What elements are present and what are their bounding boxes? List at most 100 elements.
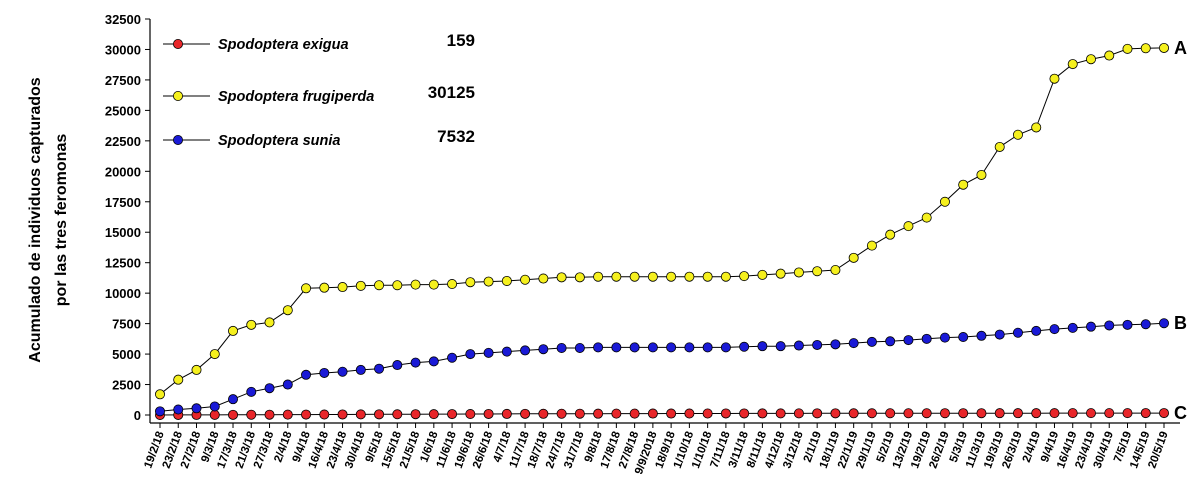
data-point <box>392 360 403 371</box>
data-point <box>538 344 549 355</box>
data-point <box>866 240 877 251</box>
data-point <box>209 401 220 412</box>
data-point <box>812 266 823 277</box>
data-point <box>903 335 914 346</box>
data-point <box>264 409 275 420</box>
data-point <box>428 356 439 367</box>
data-point <box>720 408 731 419</box>
data-point <box>1104 320 1115 331</box>
y-tick-label: 5000 <box>112 347 141 362</box>
data-point <box>301 409 312 420</box>
data-point <box>520 274 531 285</box>
data-point <box>447 409 458 420</box>
data-point <box>447 352 458 363</box>
data-point <box>903 408 914 419</box>
data-point <box>666 271 677 282</box>
y-tick-label: 10000 <box>105 286 141 301</box>
end-label: B <box>1174 313 1187 333</box>
data-point <box>775 268 786 279</box>
data-point <box>1085 408 1096 419</box>
data-point <box>1122 319 1133 330</box>
data-point <box>994 329 1005 340</box>
y-tick-label: 15000 <box>105 225 141 240</box>
data-point <box>684 271 695 282</box>
data-point <box>921 212 932 223</box>
data-point <box>1085 54 1096 65</box>
y-tick-label: 25000 <box>105 103 141 118</box>
data-point <box>702 271 713 282</box>
data-point <box>374 363 385 374</box>
data-point <box>720 271 731 282</box>
data-point <box>1012 408 1023 419</box>
data-point <box>501 346 512 357</box>
data-point <box>830 408 841 419</box>
y-tick-label: 30000 <box>105 42 141 57</box>
data-point <box>885 408 896 419</box>
data-point <box>848 338 859 349</box>
data-point <box>228 409 239 420</box>
data-point <box>246 319 257 330</box>
data-point <box>939 332 950 343</box>
legend-total: 159 <box>447 31 475 50</box>
y-tick-label: 17500 <box>105 195 141 210</box>
data-point <box>1122 408 1133 419</box>
data-point <box>209 409 220 420</box>
data-point <box>647 408 658 419</box>
data-point <box>501 408 512 419</box>
data-point <box>574 408 585 419</box>
data-point <box>483 347 494 358</box>
data-point <box>593 408 604 419</box>
legend-marker <box>172 134 183 145</box>
data-point <box>629 271 640 282</box>
y-tick-label: 20000 <box>105 164 141 179</box>
data-point <box>1067 59 1078 70</box>
data-point <box>355 409 366 420</box>
data-point <box>246 386 257 397</box>
data-point <box>757 341 768 352</box>
data-point <box>556 272 567 283</box>
data-point <box>447 279 458 290</box>
data-point <box>1159 408 1170 419</box>
data-point <box>1159 42 1170 53</box>
data-point <box>866 336 877 347</box>
data-point <box>830 339 841 350</box>
data-point <box>520 408 531 419</box>
data-point <box>337 282 348 293</box>
data-point <box>1049 324 1060 335</box>
data-point <box>812 408 823 419</box>
data-point <box>410 279 421 290</box>
data-point <box>392 409 403 420</box>
data-point <box>574 342 585 353</box>
data-point <box>1049 73 1060 84</box>
data-point <box>994 408 1005 419</box>
data-point <box>1159 318 1170 329</box>
data-point <box>483 276 494 287</box>
y-tick-label: 22500 <box>105 134 141 149</box>
data-point <box>1122 43 1133 54</box>
data-point <box>154 389 165 400</box>
data-point <box>520 345 531 356</box>
data-point <box>1067 322 1078 333</box>
data-point <box>556 342 567 353</box>
data-point <box>1031 122 1042 133</box>
data-point <box>939 196 950 207</box>
data-point <box>228 325 239 336</box>
data-point <box>739 408 750 419</box>
data-point <box>319 409 330 420</box>
data-point <box>1012 327 1023 338</box>
data-point <box>702 408 713 419</box>
data-point <box>173 374 184 385</box>
data-point <box>1012 129 1023 140</box>
data-point <box>1140 43 1151 54</box>
data-point <box>574 272 585 283</box>
data-point <box>666 408 677 419</box>
data-point <box>1049 408 1060 419</box>
data-point <box>282 379 293 390</box>
data-point <box>483 408 494 419</box>
data-point <box>264 383 275 394</box>
data-point <box>976 408 987 419</box>
data-point <box>1031 408 1042 419</box>
data-point <box>866 408 877 419</box>
data-point <box>282 305 293 316</box>
